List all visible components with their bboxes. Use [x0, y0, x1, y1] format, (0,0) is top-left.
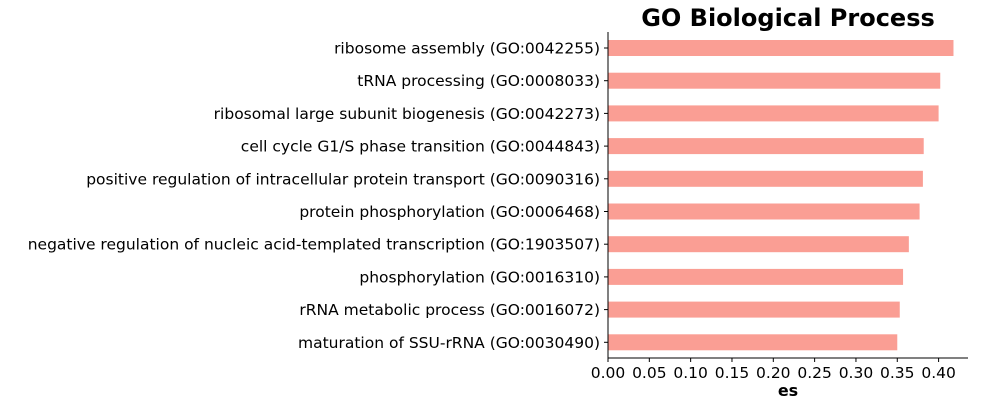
category-label-7: phosphorylation (GO:0016310) [359, 268, 600, 286]
category-label-5: protein phosphorylation (GO:0006468) [299, 203, 600, 221]
category-label-8: rRNA metabolic process (GO:0016072) [299, 301, 600, 319]
category-label-9: maturation of SSU-rRNA (GO:0030490) [298, 334, 600, 352]
bar-2 [608, 105, 939, 122]
bar-9 [608, 334, 898, 351]
x-tick-label-6: 0.30 [839, 364, 874, 382]
x-tick-label-4: 0.20 [756, 364, 791, 382]
bar-5 [608, 203, 920, 220]
x-tick-label-7: 0.35 [880, 364, 915, 382]
bar-6 [608, 236, 909, 253]
bar-4 [608, 170, 923, 187]
bars-group [604, 40, 954, 351]
category-label-3: cell cycle G1/S phase transition (GO:004… [241, 138, 600, 156]
bar-0 [608, 40, 954, 56]
x-tick-label-1: 0.05 [632, 364, 667, 382]
category-label-0: ribosome assembly (GO:0042255) [334, 40, 600, 58]
category-label-2: ribosomal large subunit biogenesis (GO:0… [214, 105, 600, 123]
bar-7 [608, 268, 904, 285]
x-tick-label-8: 0.40 [921, 364, 956, 382]
x-tick-label-2: 0.10 [673, 364, 708, 382]
category-label-1: tRNA processing (GO:0008033) [357, 72, 600, 90]
chart-title: GO Biological Process [641, 4, 935, 32]
bar-1 [608, 72, 941, 89]
category-labels: ribosome assembly (GO:0042255) tRNA proce… [28, 40, 600, 352]
bar-3 [608, 138, 924, 155]
category-label-6: negative regulation of nucleic acid-temp… [28, 236, 600, 254]
x-tick-label-0: 0.00 [591, 364, 626, 382]
bar-8 [608, 301, 900, 318]
x-tick-label-3: 0.15 [715, 364, 750, 382]
x-axis-label: es [778, 381, 798, 400]
x-tick-label-5: 0.25 [797, 364, 832, 382]
x-axis-ticks: 0.00 0.05 0.10 0.15 0.20 0.25 0.30 0.35 0.40 [591, 358, 956, 382]
category-label-4: positive regulation of intracellular pro… [86, 170, 600, 188]
